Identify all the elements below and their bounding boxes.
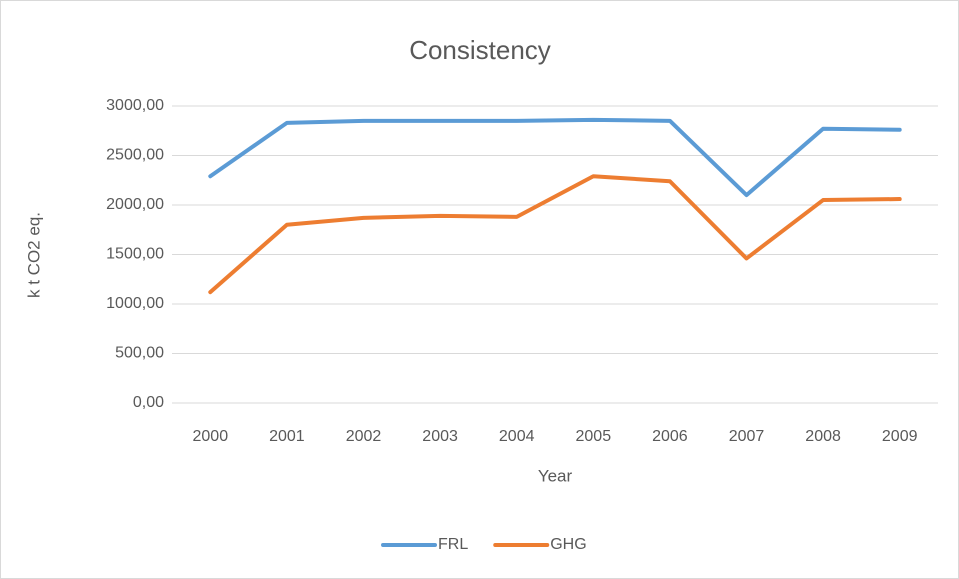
y-tick-label: 1000,00 xyxy=(106,295,164,312)
y-tick-label: 3000,00 xyxy=(106,97,164,114)
y-axis-label: k t CO2 eq. xyxy=(24,212,43,298)
chart-title: Consistency xyxy=(409,35,551,65)
y-tick-label: 2500,00 xyxy=(106,147,164,164)
line-series xyxy=(208,174,902,295)
x-tick-label: 2003 xyxy=(422,428,458,445)
x-tick-label: 2001 xyxy=(269,428,305,445)
x-tick-label: 2006 xyxy=(652,428,688,445)
x-tick-label: 2004 xyxy=(499,428,535,445)
legend-label: FRL xyxy=(438,536,468,553)
x-tick-label: 2009 xyxy=(882,428,918,445)
x-tick-label: 2007 xyxy=(729,428,765,445)
x-tick-label: 2002 xyxy=(346,428,382,445)
y-tick-label: 2000,00 xyxy=(106,196,164,213)
legend-label: GHG xyxy=(550,536,586,553)
x-tick-label: 2008 xyxy=(805,428,841,445)
x-axis-label: Year xyxy=(538,466,573,485)
y-tick-label: 500,00 xyxy=(115,345,164,362)
y-tick-label: 0,00 xyxy=(133,394,164,411)
y-tick-label: 1500,00 xyxy=(106,246,164,263)
line-series xyxy=(208,117,902,198)
x-tick-label: 2000 xyxy=(193,428,229,445)
x-tick-label: 2005 xyxy=(576,428,612,445)
